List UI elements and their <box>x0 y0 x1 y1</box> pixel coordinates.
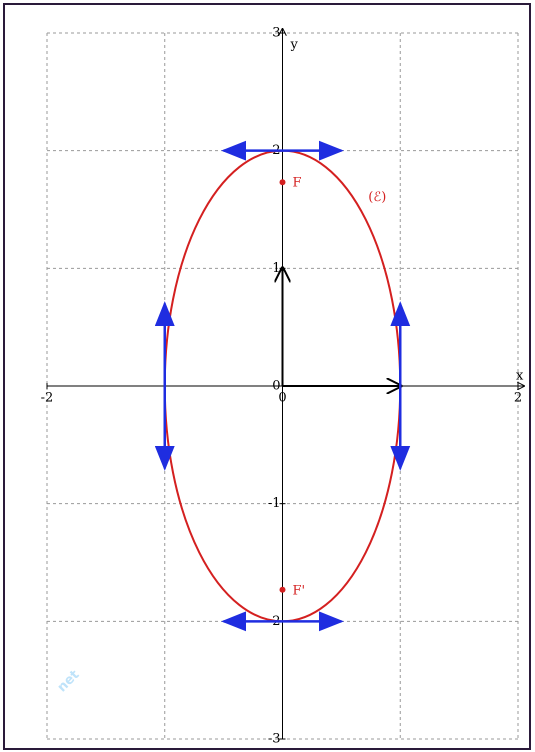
y-tick-label: -1 <box>268 496 281 511</box>
focus-label: F <box>293 176 302 191</box>
y-tick-label: 3 <box>272 26 280 41</box>
frame <box>3 3 531 750</box>
y-axis-label: y <box>290 38 299 53</box>
x-tick-label: -2 <box>41 391 54 406</box>
x-axis-label: x <box>516 369 524 384</box>
focus-label: F' <box>293 583 306 598</box>
y-tick-label: 1 <box>272 261 280 276</box>
focus <box>279 586 286 593</box>
focus <box>279 179 286 186</box>
x-tick-label: 2 <box>514 391 522 406</box>
y-tick-label: -3 <box>268 732 281 747</box>
ellipse-label: (ℰ) <box>368 190 386 205</box>
